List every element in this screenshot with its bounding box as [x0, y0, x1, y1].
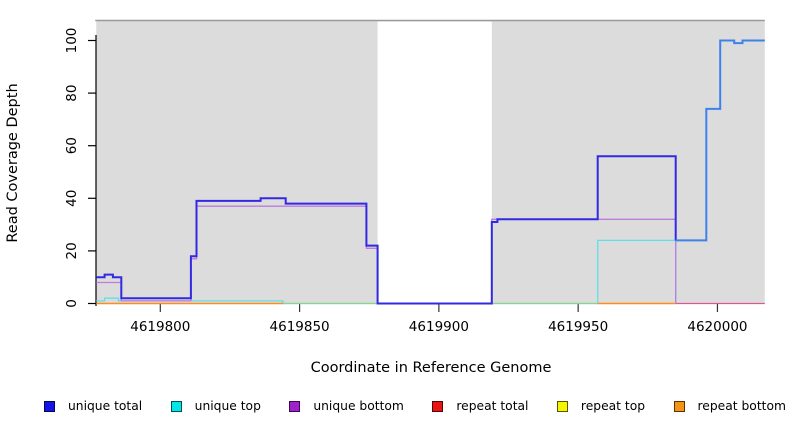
coverage-chart: 0 20 40 60 80 100 4619800 4619850 4619900 4619950…: [64, 19, 765, 335]
y-tick-label: 80: [64, 85, 80, 102]
legend-swatch-repeat-total: [432, 400, 444, 412]
legend-label: repeat bottom: [697, 399, 786, 413]
series-unique-total-line: [675, 39, 765, 242]
y-axis-title: Read Coverage Depth: [5, 83, 21, 243]
x-tick-label: 4620000: [687, 319, 747, 335]
x-axis-title: Coordinate in Reference Genome: [310, 360, 552, 376]
series-unique-total-line: [96, 155, 677, 305]
chart-legend: unique total unique top unique bottom repea…: [44, 399, 786, 413]
legend-item-repeat-total: repeat total: [432, 399, 528, 413]
y-tick-label: 0: [64, 299, 80, 308]
x-tick-label: 4619900: [409, 319, 469, 335]
x-tick-label: 4619950: [548, 319, 608, 335]
legend-swatch-repeat-top: [556, 400, 568, 412]
legend-label: repeat top: [580, 399, 646, 413]
legend-label: unique bottom: [313, 399, 404, 413]
series-unique-top-line: [96, 239, 677, 305]
legend-item-unique-top: unique top: [170, 399, 261, 413]
y-tick-label: 60: [64, 137, 80, 154]
y-tick-label: 20: [64, 242, 80, 259]
legend-item-unique-bottom: unique bottom: [289, 399, 404, 413]
legend-item-unique-total: unique total: [44, 399, 142, 413]
legend-swatch-unique-total: [44, 400, 55, 412]
legend-label: repeat total: [456, 399, 529, 413]
y-tick-label: 100: [64, 28, 80, 54]
y-tick-label: 40: [64, 190, 80, 207]
legend-item-repeat-bottom: repeat bottom: [673, 399, 786, 413]
legend-swatch-repeat-bottom: [673, 400, 685, 412]
no-data-band: [377, 21, 492, 304]
legend-swatch-unique-top: [170, 400, 182, 412]
legend-label: unique top: [194, 399, 261, 413]
legend-swatch-unique-bottom: [289, 400, 301, 412]
legend-item-repeat-top: repeat top: [556, 399, 646, 413]
x-tick-label: 4619800: [130, 319, 190, 335]
legend-label: unique total: [68, 399, 143, 413]
x-tick-label: 4619850: [270, 319, 330, 335]
